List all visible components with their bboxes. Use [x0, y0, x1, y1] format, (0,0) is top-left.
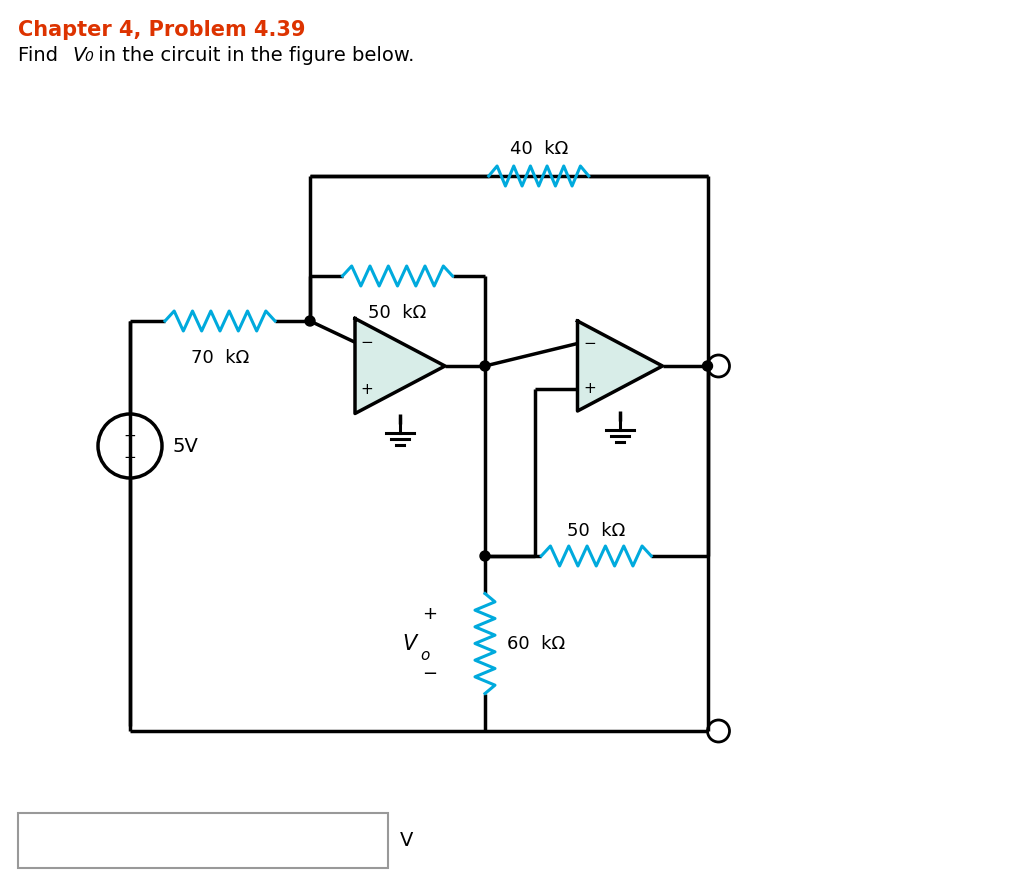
Text: −: −: [423, 665, 437, 683]
Text: 5V: 5V: [172, 436, 198, 455]
Text: −: −: [583, 336, 596, 351]
Text: +: +: [360, 383, 374, 397]
Text: 70  kΩ: 70 kΩ: [190, 349, 249, 367]
Text: V: V: [402, 633, 417, 653]
Text: Find: Find: [18, 46, 65, 65]
Text: in the circuit in the figure below.: in the circuit in the figure below.: [92, 46, 415, 65]
Text: 50  kΩ: 50 kΩ: [567, 522, 626, 540]
Polygon shape: [355, 318, 445, 413]
Text: −: −: [124, 450, 136, 464]
Text: 40  kΩ: 40 kΩ: [510, 140, 568, 158]
Polygon shape: [578, 321, 663, 411]
Text: V: V: [400, 831, 414, 849]
Circle shape: [480, 551, 490, 561]
Text: Chapter 4, Problem 4.39: Chapter 4, Problem 4.39: [18, 20, 305, 40]
Text: 50  kΩ: 50 kΩ: [369, 304, 427, 322]
Circle shape: [305, 316, 315, 326]
Text: +: +: [124, 428, 136, 444]
FancyBboxPatch shape: [18, 813, 388, 868]
Text: −: −: [360, 335, 374, 349]
Text: o: o: [420, 648, 430, 663]
Text: 0: 0: [84, 50, 93, 64]
Circle shape: [702, 361, 713, 371]
Text: V: V: [72, 46, 85, 65]
Text: +: +: [423, 605, 437, 623]
Circle shape: [480, 361, 490, 371]
Text: 60  kΩ: 60 kΩ: [507, 634, 565, 652]
Text: +: +: [583, 381, 596, 396]
